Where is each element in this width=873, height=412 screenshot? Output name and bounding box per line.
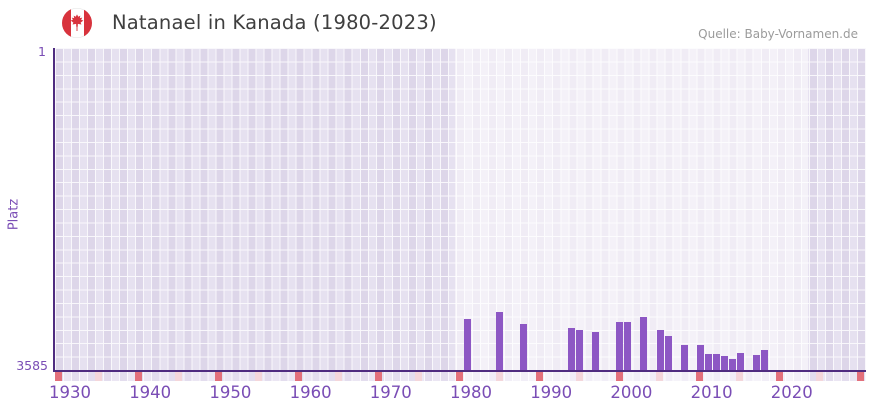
x-minor-tick-2025 [816, 372, 824, 381]
x-tick-label-1960: 1960 [289, 383, 332, 402]
y-axis-title: Platz [6, 198, 22, 231]
x-minor-tick-1965 [335, 372, 343, 381]
bar-2008 [680, 344, 688, 370]
x-tick-label-1940: 1940 [129, 383, 172, 402]
flag-right-band [83, 8, 92, 38]
x-minor-tick-1995 [575, 372, 583, 381]
bar-2015 [736, 352, 744, 370]
x-minor-tick-1945 [174, 372, 182, 381]
x-tick-label-1990: 1990 [530, 383, 573, 402]
x-major-tick-2020 [776, 372, 784, 381]
bar-1997 [592, 332, 600, 370]
y-tick-label-bottom: 3585 [16, 358, 48, 373]
bar-1988 [520, 324, 528, 370]
x-major-tick-1950 [214, 372, 222, 381]
x-major-tick-1960 [295, 372, 303, 381]
x-minor-tick-2015 [736, 372, 744, 381]
x-minor-tick-1985 [495, 372, 503, 381]
x-tick-strip [54, 372, 866, 381]
x-tick-label-2000: 2000 [610, 383, 653, 402]
x-tick-label-2010: 2010 [690, 383, 733, 402]
x-major-tick-2000 [615, 372, 623, 381]
bar-1985 [496, 311, 504, 370]
canada-flag-icon [62, 8, 92, 38]
x-major-tick-2030 [856, 372, 864, 381]
x-minor-tick-2005 [656, 372, 663, 381]
x-major-tick-1980 [455, 372, 463, 381]
x-tick-label-1970: 1970 [369, 383, 412, 402]
bar-2005 [656, 329, 664, 370]
bar-2003 [640, 317, 648, 370]
source-attribution-link[interactable]: Quelle: Baby-Vornamen.de [698, 27, 858, 41]
x-tick-label-1980: 1980 [450, 383, 492, 402]
bar-2017 [752, 355, 760, 370]
bar-2001 [624, 321, 632, 370]
bar-2018 [760, 349, 768, 370]
x-major-tick-1940 [134, 372, 142, 381]
bar-1995 [576, 329, 584, 370]
bar-1994 [568, 327, 576, 370]
bar-2010 [696, 344, 704, 370]
highlight-band-strip [455, 372, 808, 381]
flag-left-band [62, 8, 71, 38]
bar-2013 [720, 356, 728, 370]
x-minor-tick-1955 [255, 372, 262, 381]
x-minor-tick-1975 [415, 372, 423, 381]
x-major-tick-1970 [375, 372, 383, 381]
y-tick-label-top: 1 [38, 44, 46, 59]
bar-2006 [664, 335, 672, 370]
bar-2000 [616, 321, 624, 370]
x-minor-tick-1935 [94, 372, 102, 381]
plot-area [53, 48, 866, 372]
x-major-tick-1930 [54, 372, 62, 381]
x-major-tick-1990 [535, 372, 543, 381]
maple-leaf-icon [70, 14, 84, 32]
bar-2011 [704, 354, 712, 370]
x-tick-label-1930: 1930 [49, 383, 91, 402]
bar-1981 [464, 318, 472, 370]
x-major-tick-2010 [696, 372, 704, 381]
y-axis-line [53, 48, 55, 372]
chart-title: Natanael in Kanada (1980-2023) [112, 11, 437, 34]
bar-2012 [712, 354, 720, 370]
x-tick-label-1950: 1950 [209, 383, 252, 402]
bar-2014 [728, 358, 736, 370]
x-axis-line [53, 370, 866, 372]
x-tick-label-2020: 2020 [770, 383, 813, 402]
highlight-band [455, 48, 808, 370]
